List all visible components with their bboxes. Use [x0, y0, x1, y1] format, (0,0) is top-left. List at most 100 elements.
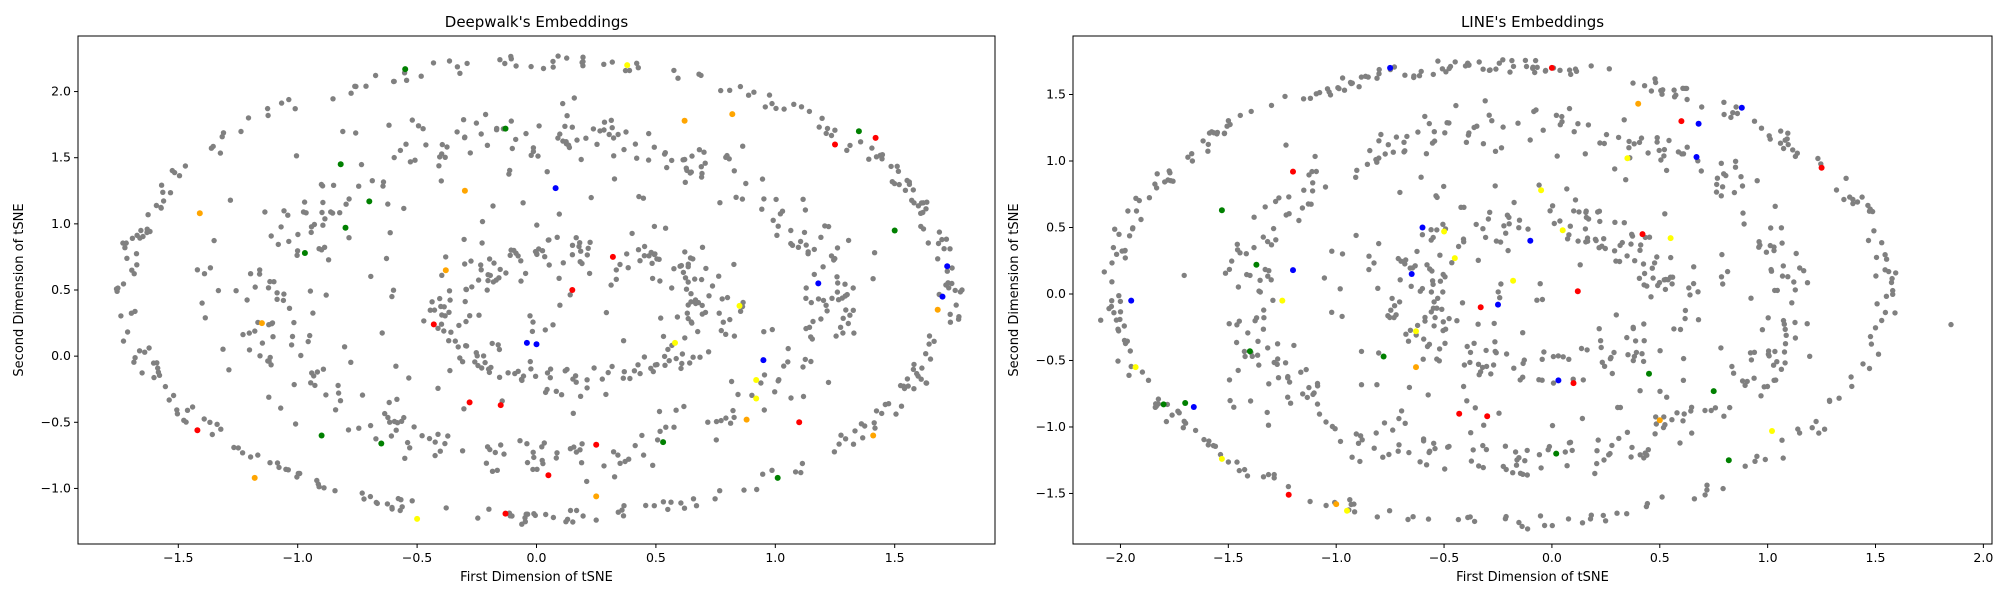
gray-point [1395, 448, 1401, 454]
gray-point [1382, 151, 1388, 157]
yellow-point [1413, 328, 1419, 335]
gray-point [502, 60, 508, 67]
gray-point [540, 65, 547, 72]
gray-point [1116, 293, 1122, 299]
gray-point [850, 285, 856, 291]
gray-point [1500, 57, 1506, 63]
gray-point [380, 179, 387, 185]
gray-point [1576, 209, 1582, 215]
gray-point [528, 152, 534, 158]
gray-point [1644, 500, 1651, 507]
gray-point [286, 305, 293, 311]
gray-point [1364, 161, 1371, 167]
gray-point [682, 335, 688, 341]
gray-point [1421, 336, 1427, 342]
gray-point [160, 189, 166, 195]
x-tick-label: −1.0 [1321, 550, 1351, 565]
green-point [502, 125, 509, 132]
gray-point [1287, 400, 1294, 406]
gray-point [507, 513, 513, 519]
y-tick-label: 0.5 [51, 282, 71, 297]
gray-point [1719, 251, 1725, 258]
gray-point [650, 462, 656, 468]
gray-point [542, 389, 549, 396]
gray-point [387, 419, 393, 425]
gray-point [194, 267, 201, 273]
yellow-point [753, 395, 760, 402]
gray-point [580, 513, 586, 519]
gray-point [705, 419, 711, 425]
gray-point [1772, 348, 1778, 355]
gray-point [373, 436, 379, 442]
gray-point [401, 205, 407, 212]
gray-point [1804, 280, 1811, 286]
gray-point [441, 328, 447, 334]
gray-point [1550, 353, 1557, 360]
gray-point [220, 346, 226, 352]
gray-point [1113, 251, 1120, 257]
gray-point [446, 288, 453, 294]
gray-point [1402, 261, 1408, 267]
yellow-point [1510, 277, 1517, 284]
gray-point [613, 267, 619, 273]
gray-point [673, 407, 679, 413]
gray-point [1265, 471, 1272, 478]
gray-point [1611, 349, 1617, 356]
gray-point [1388, 307, 1394, 313]
gray-point [737, 308, 744, 314]
gray-point [571, 444, 577, 450]
gray-point [843, 307, 849, 313]
gray-point [475, 277, 482, 283]
gray-point [1390, 427, 1396, 433]
gray-point [1227, 397, 1233, 404]
gray-point [391, 418, 398, 425]
gray-point [585, 245, 591, 251]
gray-point [1470, 447, 1476, 453]
gray-point [1474, 123, 1480, 129]
gray-point [278, 224, 284, 230]
gray-point [580, 58, 586, 65]
gray-point [1546, 443, 1553, 450]
gray-point [835, 280, 841, 286]
gray-point [1397, 189, 1403, 196]
gray-point [1758, 393, 1764, 399]
gray-point [806, 108, 813, 115]
gray-point [597, 128, 603, 134]
gray-point [1133, 208, 1140, 214]
gray-point [1480, 442, 1486, 449]
gray-point [1175, 408, 1181, 414]
gray-point [1771, 244, 1777, 250]
gray-point [240, 331, 246, 338]
gray-point [1860, 361, 1866, 367]
gray-point [1691, 264, 1697, 270]
gray-point [1875, 351, 1882, 357]
gray-point [1662, 286, 1669, 293]
gray-point [852, 428, 858, 434]
line-y-axis-label: Second Dimension of tSNE [1007, 203, 1022, 376]
gray-point [445, 433, 451, 439]
gray-point [550, 514, 557, 521]
gray-point [1572, 197, 1579, 203]
orange-point [934, 306, 941, 313]
gray-point [138, 227, 144, 234]
red-point [1678, 118, 1685, 125]
gray-point [1813, 418, 1819, 425]
gray-point [356, 183, 362, 189]
gray-point [706, 293, 712, 299]
gray-point [1541, 349, 1547, 355]
gray-point [446, 58, 453, 64]
gray-point [353, 130, 359, 136]
gray-point [1247, 272, 1253, 279]
gray-point [220, 130, 227, 136]
gray-point [1276, 195, 1282, 201]
gray-point [1655, 282, 1661, 289]
gray-point [462, 134, 468, 140]
y-tick-label: 0.0 [1046, 286, 1066, 301]
gray-point [611, 474, 618, 480]
gray-point [1816, 430, 1822, 436]
gray-point [281, 208, 287, 214]
gray-point [1516, 519, 1522, 526]
gray-point [682, 156, 688, 163]
gray-point [718, 87, 724, 94]
gray-point [1656, 147, 1662, 154]
